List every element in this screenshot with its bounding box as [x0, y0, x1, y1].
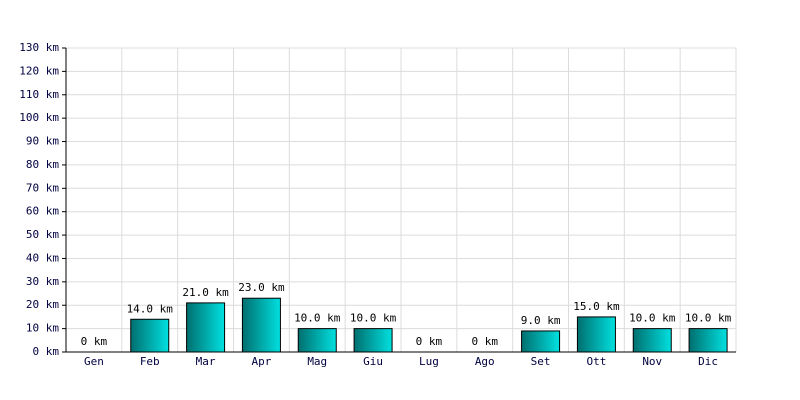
- data-label: 10.0 km: [629, 312, 676, 325]
- data-label: 14.0 km: [127, 302, 174, 315]
- y-tick-label: 20 km: [26, 298, 59, 311]
- bar: [297, 328, 337, 353]
- y-tick-label: 100 km: [19, 111, 59, 124]
- x-tick-label: Nov: [642, 355, 662, 368]
- data-label: 23.0 km: [238, 281, 285, 294]
- y-tick-label: 0 km: [33, 345, 60, 358]
- y-tick-label: 40 km: [26, 251, 59, 264]
- bar: [576, 316, 616, 353]
- x-tick-label: Dic: [698, 355, 718, 368]
- x-tick-label: Ott: [586, 355, 606, 368]
- y-tick-label: 90 km: [26, 135, 59, 148]
- data-label: 0 km: [416, 335, 443, 348]
- bar: [521, 330, 561, 353]
- x-tick-label: Ago: [475, 355, 495, 368]
- y-tick-label: 30 km: [26, 275, 59, 288]
- data-label: 0 km: [81, 335, 108, 348]
- x-tick-label: Mar: [196, 355, 216, 368]
- bar: [241, 297, 281, 353]
- y-tick-label: 50 km: [26, 228, 59, 241]
- bar: [632, 328, 672, 353]
- y-tick-label: 60 km: [26, 205, 59, 218]
- data-label: 10.0 km: [294, 312, 341, 325]
- y-tick-label: 110 km: [19, 88, 59, 101]
- y-tick-label: 80 km: [26, 158, 59, 171]
- x-tick-label: Set: [531, 355, 551, 368]
- x-tick-label: Apr: [251, 355, 271, 368]
- bar: [688, 328, 728, 353]
- x-tick-label: Mag: [307, 355, 327, 368]
- x-tick-label: Feb: [140, 355, 160, 368]
- data-label: 9.0 km: [521, 314, 561, 327]
- bar: [353, 328, 393, 353]
- x-tick-label: Gen: [84, 355, 104, 368]
- x-tick-label: Lug: [419, 355, 439, 368]
- y-tick-label: 10 km: [26, 322, 59, 335]
- data-label: 0 km: [472, 335, 499, 348]
- x-tick-label: Giu: [363, 355, 383, 368]
- data-label: 15.0 km: [573, 300, 620, 313]
- y-tick-label: 70 km: [26, 181, 59, 194]
- y-tick-label: 130 km: [19, 41, 59, 54]
- bar: [186, 302, 226, 353]
- data-label: 21.0 km: [182, 286, 229, 299]
- data-label: 10.0 km: [350, 312, 397, 325]
- data-label: 10.0 km: [685, 312, 732, 325]
- bar: [130, 318, 170, 353]
- y-tick-label: 120 km: [19, 64, 59, 77]
